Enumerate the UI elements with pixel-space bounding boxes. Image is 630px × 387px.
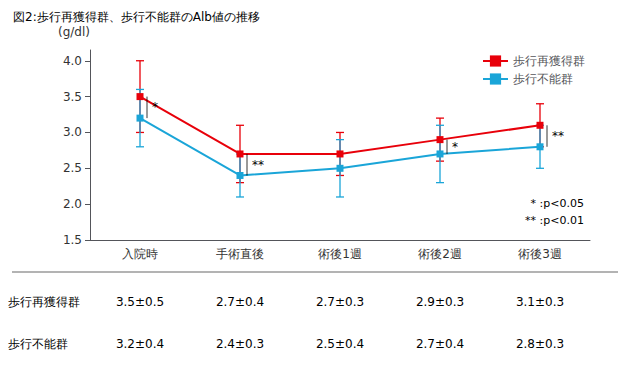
svg-text:2.7±0.4: 2.7±0.4	[416, 337, 464, 351]
svg-text:3.5±0.5: 3.5±0.5	[116, 295, 164, 309]
svg-text:歩行不能群: 歩行不能群	[513, 72, 573, 86]
svg-text:歩行不能群: 歩行不能群	[8, 337, 68, 351]
svg-text:(g/dl): (g/dl)	[58, 25, 90, 39]
svg-text:3.1±0.3: 3.1±0.3	[516, 295, 564, 309]
svg-text:術後3週: 術後3週	[518, 247, 562, 261]
svg-text:1.5: 1.5	[63, 233, 82, 247]
svg-text:3.0: 3.0	[63, 125, 82, 139]
svg-text:** :p<0.01: ** :p<0.01	[525, 214, 584, 227]
svg-text:2.8±0.3: 2.8±0.3	[516, 337, 564, 351]
svg-text:* :p<0.05: * :p<0.05	[531, 197, 584, 210]
svg-text:3.2±0.4: 3.2±0.4	[116, 337, 164, 351]
svg-text:術後1週: 術後1週	[318, 247, 362, 261]
svg-text:入院時: 入院時	[122, 247, 158, 261]
svg-text:2.5: 2.5	[63, 161, 82, 175]
svg-text:*: *	[152, 100, 158, 114]
svg-text:2.7±0.3: 2.7±0.3	[316, 295, 364, 309]
svg-text:2.0: 2.0	[63, 197, 82, 211]
svg-text:歩行再獲得群: 歩行再獲得群	[513, 54, 585, 68]
svg-text:2.4±0.3: 2.4±0.3	[216, 337, 264, 351]
svg-text:術後2週: 術後2週	[418, 247, 462, 261]
svg-text:**: **	[552, 129, 564, 143]
svg-text:2.5±0.4: 2.5±0.4	[316, 337, 364, 351]
svg-text:2.9±0.3: 2.9±0.3	[416, 295, 464, 309]
svg-text:4.0: 4.0	[63, 54, 82, 68]
svg-text:**: **	[252, 158, 264, 172]
svg-text:2.7±0.4: 2.7±0.4	[216, 295, 264, 309]
svg-text:3.5: 3.5	[63, 90, 82, 104]
svg-text:*: *	[452, 140, 458, 154]
svg-text:手術直後: 手術直後	[216, 247, 264, 261]
svg-text:歩行再獲得群: 歩行再獲得群	[8, 295, 80, 309]
svg-text:図2:歩行再獲得群、歩行不能群のAlb値の推移: 図2:歩行再獲得群、歩行不能群のAlb値の推移	[13, 10, 260, 24]
